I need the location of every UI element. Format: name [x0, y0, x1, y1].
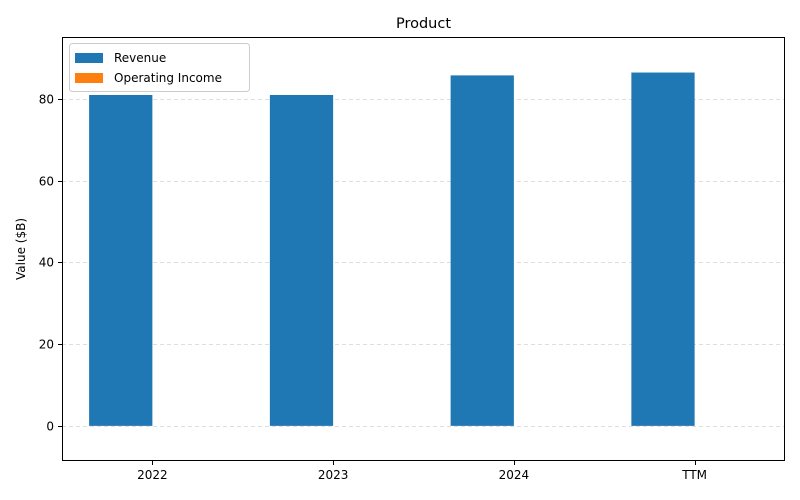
x-tick-label: 2022	[137, 468, 168, 482]
bar-revenue	[631, 72, 695, 426]
bar-revenue	[450, 75, 514, 426]
bar-revenue	[89, 95, 153, 426]
y-tick-label: 0	[46, 420, 54, 434]
x-tick-label: 2024	[499, 468, 530, 482]
y-axis-ticks: 0 20 40 60 80	[39, 93, 62, 434]
x-tick-label: TTM	[681, 468, 707, 482]
chart-title: Product	[396, 16, 451, 32]
x-axis-ticks: 2022 2023 2024 TTM	[137, 461, 707, 482]
legend: Revenue Operating Income	[69, 43, 250, 92]
y-tick-label: 60	[39, 175, 54, 189]
x-tick-label: 2023	[318, 468, 349, 482]
bars	[89, 72, 695, 426]
y-tick-label: 40	[39, 256, 54, 270]
bar-revenue	[269, 95, 334, 426]
legend-box	[69, 43, 250, 92]
legend-swatch	[75, 73, 103, 83]
legend-label: Operating Income	[114, 71, 222, 85]
y-tick-label: 80	[39, 93, 54, 107]
y-tick-label: 20	[39, 338, 54, 352]
legend-label: Revenue	[114, 51, 166, 65]
legend-swatch	[75, 53, 103, 63]
y-axis-label: Value ($B)	[14, 218, 28, 280]
plot-area-frame	[62, 37, 785, 461]
